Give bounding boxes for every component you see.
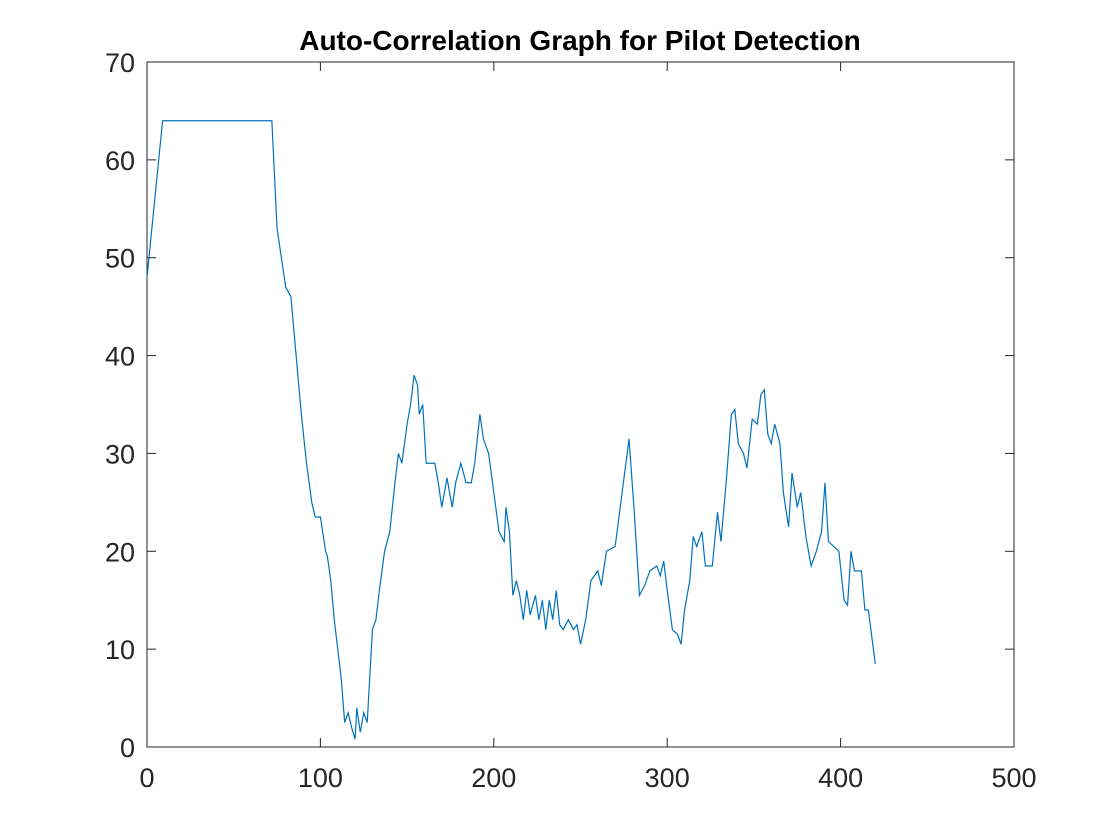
x-tick-label: 400: [818, 763, 863, 793]
plot-frame: [146, 61, 1015, 748]
data-line: [146, 120, 876, 740]
y-tick-label: 20: [105, 537, 135, 567]
y-tick-label: 0: [120, 733, 135, 763]
x-tick-label: 200: [471, 763, 516, 793]
x-tick-label: 100: [298, 763, 343, 793]
y-tick-label: 40: [105, 342, 135, 372]
x-tick-label: 300: [645, 763, 690, 793]
y-tick-label: 60: [105, 146, 135, 176]
x-tick-label: 0: [139, 763, 154, 793]
y-tick-label: 30: [105, 439, 135, 469]
chart-title: Auto-Correlation Graph for Pilot Detecti…: [299, 25, 861, 56]
x-tick-label: 500: [991, 763, 1036, 793]
y-tick-label: 50: [105, 244, 135, 274]
y-tick-label: 70: [105, 48, 135, 78]
y-tick-label: 10: [105, 635, 135, 665]
